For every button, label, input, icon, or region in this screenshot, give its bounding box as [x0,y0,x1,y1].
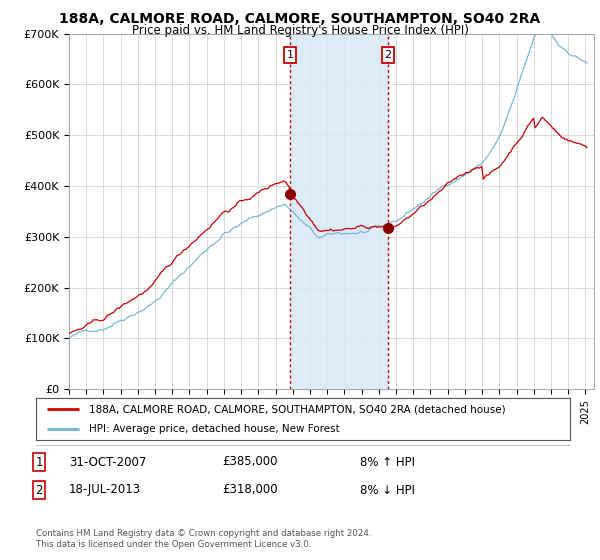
Text: 2: 2 [35,483,43,497]
Bar [290,34,388,389]
Text: 2: 2 [385,50,392,60]
Text: 1: 1 [286,50,293,60]
Text: 188A, CALMORE ROAD, CALMORE, SOUTHAMPTON, SO40 2RA (detached house): 188A, CALMORE ROAD, CALMORE, SOUTHAMPTON… [89,404,506,414]
Text: 188A, CALMORE ROAD, CALMORE, SOUTHAMPTON, SO40 2RA: 188A, CALMORE ROAD, CALMORE, SOUTHAMPTON… [59,12,541,26]
Text: 8% ↓ HPI: 8% ↓ HPI [360,483,415,497]
Text: 31-OCT-2007: 31-OCT-2007 [69,455,146,469]
Text: HPI: Average price, detached house, New Forest: HPI: Average price, detached house, New … [89,424,340,433]
Text: £385,000: £385,000 [222,455,277,469]
Text: 1: 1 [35,455,43,469]
Text: £318,000: £318,000 [222,483,278,497]
Text: Contains HM Land Registry data © Crown copyright and database right 2024.
This d: Contains HM Land Registry data © Crown c… [36,529,371,549]
Text: 8% ↑ HPI: 8% ↑ HPI [360,455,415,469]
Text: 18-JUL-2013: 18-JUL-2013 [69,483,141,497]
Text: Price paid vs. HM Land Registry's House Price Index (HPI): Price paid vs. HM Land Registry's House … [131,24,469,37]
